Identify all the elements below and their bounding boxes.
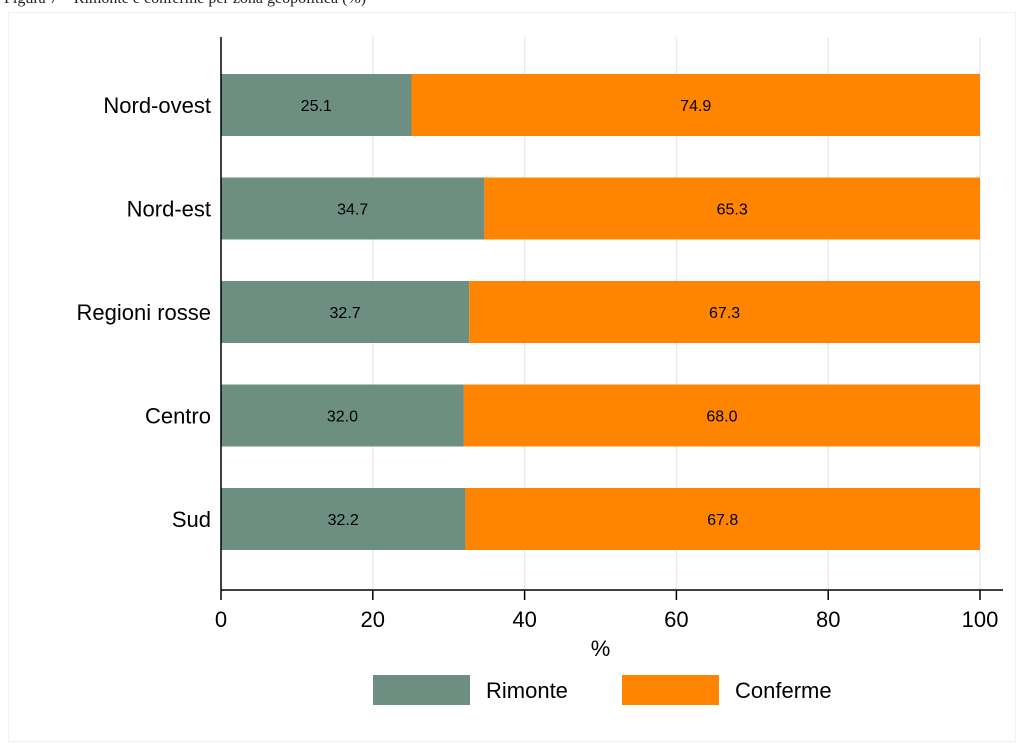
legend-label-conferme: Conferme (735, 678, 832, 703)
bar-value-label: 67.8 (707, 512, 738, 529)
x-tick-label: 0 (215, 607, 227, 632)
bar-conferme-3 (463, 384, 980, 447)
category-label: Nord-est (127, 197, 211, 222)
bars-layer (221, 74, 980, 550)
bar-conferme-4 (465, 488, 980, 550)
category-label: Centro (145, 404, 211, 429)
bar-value-label: 32.0 (327, 409, 358, 426)
category-label: Sud (172, 507, 211, 532)
bar-conferme-1 (484, 177, 980, 240)
bar-rimonte-4 (221, 488, 466, 550)
bar-conferme-0 (411, 74, 980, 136)
bar-value-label: 65.3 (717, 202, 748, 219)
bar-value-label: 74.9 (680, 98, 711, 115)
bar-value-label: 25.1 (301, 98, 332, 115)
bar-value-label: 32.7 (330, 305, 361, 322)
x-axis-title: % (591, 636, 611, 661)
figure-caption: Figura 7 – Rimonte e conferme per zona g… (4, 0, 366, 8)
bar-value-label: 34.7 (337, 202, 368, 219)
legend-label-rimonte: Rimonte (486, 678, 568, 703)
bar-value-label: 68.0 (706, 409, 737, 426)
legend: Rimonte Conferme (373, 675, 832, 705)
x-tick-label: 80 (816, 607, 840, 632)
legend-swatch-rimonte (373, 675, 470, 705)
category-label: Regioni rosse (76, 300, 211, 325)
bar-conferme-2 (469, 281, 980, 343)
bar-rimonte-3 (221, 384, 464, 447)
x-tick-label: 60 (664, 607, 688, 632)
bar-rimonte-0 (221, 74, 412, 136)
bar-value-label: 32.2 (328, 512, 359, 529)
bar-rimonte-2 (221, 281, 470, 343)
bar-value-label: 67.3 (709, 305, 740, 322)
x-tick-label: 20 (361, 607, 385, 632)
labels-layer: 25.1 74.9 Nord-ovest 34.7 65.3 Nord-est 32.7 67… (76, 93, 747, 532)
x-tick-label: 40 (512, 607, 536, 632)
axes-layer: 0 20 40 60 80 100% (215, 37, 1003, 661)
x-tick-label: 100 (962, 607, 999, 632)
bar-rimonte-1 (221, 177, 485, 240)
category-label: Nord-ovest (103, 93, 211, 118)
legend-swatch-conferme (622, 675, 719, 705)
